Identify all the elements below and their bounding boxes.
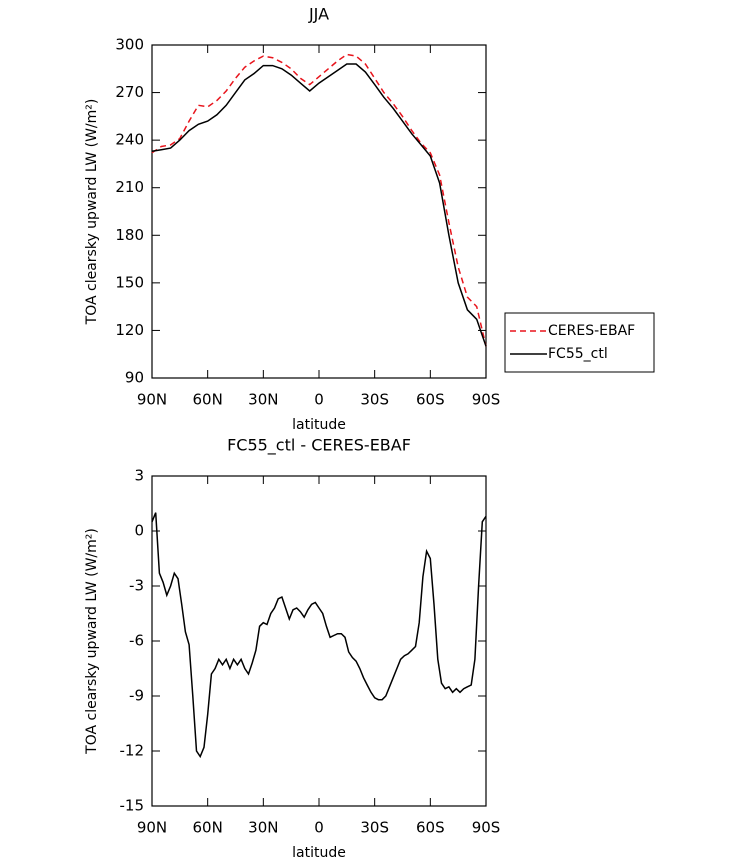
plot-frame bbox=[151, 475, 487, 807]
x-tick-label: 60N bbox=[193, 819, 223, 837]
legend-label: CERES-EBAF bbox=[548, 323, 635, 339]
x-tick-label: 30N bbox=[248, 391, 278, 409]
x-tick-label: 30S bbox=[360, 819, 389, 837]
data-line bbox=[151, 53, 487, 347]
y-tick-label: 240 bbox=[115, 131, 144, 149]
y-tick-label: -15 bbox=[120, 797, 145, 815]
plot-frame bbox=[151, 44, 487, 379]
y-tick-label: -6 bbox=[129, 632, 144, 650]
x-tick-label: 90N bbox=[137, 819, 167, 837]
chart-title: JJA bbox=[308, 5, 329, 24]
x-tick-label: 60S bbox=[416, 391, 445, 409]
y-tick-label: -3 bbox=[129, 577, 144, 595]
y-tick-label: 300 bbox=[115, 36, 144, 54]
x-axis-label: latitude bbox=[292, 417, 346, 433]
y-tick-label: 150 bbox=[115, 273, 144, 291]
y-tick-label: 90 bbox=[125, 369, 144, 387]
y-tick-label: 120 bbox=[115, 321, 144, 339]
legend-box bbox=[504, 312, 655, 373]
x-tick-label: 60N bbox=[193, 391, 223, 409]
y-tick-label: 180 bbox=[115, 226, 144, 244]
x-tick-label: 30S bbox=[360, 391, 389, 409]
data-line bbox=[151, 63, 487, 347]
y-axis-label: TOA clearsky upward LW (W/m²) bbox=[84, 528, 100, 755]
x-tick-label: 30N bbox=[248, 819, 278, 837]
y-tick-label: 0 bbox=[134, 522, 144, 540]
x-tick-label: 90S bbox=[472, 391, 501, 409]
y-tick-label: 210 bbox=[115, 178, 144, 196]
y-axis-label: TOA clearsky upward LW (W/m²) bbox=[84, 99, 100, 326]
x-tick-label: 90N bbox=[137, 391, 167, 409]
data-line bbox=[151, 512, 487, 759]
y-tick-label: -12 bbox=[120, 742, 145, 760]
legend-label: FC55_ctl bbox=[548, 346, 608, 362]
x-tick-label: 0 bbox=[314, 391, 324, 409]
y-tick-label: 270 bbox=[115, 83, 144, 101]
chart-title: FC55_ctl - CERES-EBAF bbox=[227, 436, 411, 456]
x-tick-label: 60S bbox=[416, 819, 445, 837]
y-tick-label: -9 bbox=[129, 687, 144, 705]
x-axis-label: latitude bbox=[292, 845, 346, 861]
x-tick-label: 90S bbox=[472, 819, 501, 837]
x-tick-label: 0 bbox=[314, 819, 324, 837]
y-tick-label: 3 bbox=[134, 467, 144, 485]
